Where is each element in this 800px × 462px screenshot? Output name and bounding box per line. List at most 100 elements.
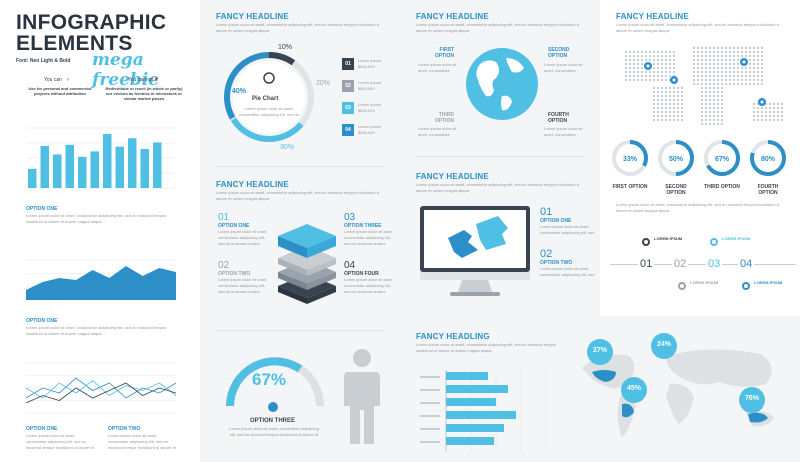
map-dot: [728, 78, 732, 82]
map-dot: [756, 58, 760, 62]
map-dot: [764, 118, 768, 122]
map-dot: [664, 90, 668, 94]
map-dot: [756, 54, 760, 58]
map-dot: [756, 114, 760, 118]
map-dot: [668, 106, 672, 110]
map-dot: [756, 110, 760, 114]
map-dot: [696, 62, 700, 66]
layer-label: OPTION ONE: [218, 223, 250, 229]
map-dot: [672, 86, 676, 90]
bar: [446, 385, 508, 393]
map-dot: [756, 62, 760, 66]
pie-legend-num: 04: [342, 124, 354, 136]
map-dot: [752, 106, 756, 110]
map-dot: [760, 114, 764, 118]
map-pin-center: [760, 100, 764, 104]
map-dot: [636, 66, 640, 70]
map-dot: [716, 90, 720, 94]
map-dot: [760, 62, 764, 66]
map-value-76: 76%: [744, 395, 759, 402]
map-dot: [640, 50, 644, 54]
timeline-lorem-1: LOREM IPSUM: [654, 236, 683, 241]
map-dot: [716, 78, 720, 82]
map-dot: [672, 90, 676, 94]
map-dot: [748, 46, 752, 50]
map-dot: [720, 90, 724, 94]
map-dot: [648, 50, 652, 54]
map-dot: [656, 102, 660, 106]
map-dot: [736, 50, 740, 54]
title-line2: ELEMENTS: [16, 32, 133, 55]
headline-monitor: FANCY HEADLINE: [416, 172, 489, 181]
map-dot: [680, 86, 684, 90]
map-dot: [652, 114, 656, 118]
map-dot: [716, 50, 720, 54]
map-dot: [692, 66, 696, 70]
globe-third-text: Lorem ipsum dolor sit amet, consectetur …: [418, 126, 457, 137]
map-dot: [740, 70, 744, 74]
map-dot: [664, 98, 668, 102]
map-dot: [752, 114, 756, 118]
pie-legend-item: 03 Lorem ipsum $500,000: [342, 102, 398, 124]
map-dot: [720, 74, 724, 78]
map-dot: [660, 102, 664, 106]
map-dot: [652, 50, 656, 54]
bar-tick-label: [420, 428, 440, 430]
map-dot: [736, 74, 740, 78]
timeline-gear-icon-1: [642, 238, 650, 246]
layer-item-04: 04 OPTION FOUR Lorem ipsum dolor sit ame…: [344, 260, 394, 295]
map-dot: [680, 90, 684, 94]
map-dot: [644, 58, 648, 62]
pie-legend: 01 Lorem ipsum $500,000 02 Lorem ipsum $…: [342, 58, 398, 146]
map-dot: [672, 62, 676, 66]
map-dot: [672, 98, 676, 102]
map-dot: [756, 118, 760, 122]
bar: [65, 144, 74, 188]
map-dot: [756, 82, 760, 86]
timeline-gear-icon-3: [678, 282, 686, 290]
map-dot: [740, 54, 744, 58]
map-dot: [700, 98, 704, 102]
map-dot: [700, 74, 704, 78]
pie-pct-40: 40%: [232, 88, 247, 95]
map-dot: [720, 50, 724, 54]
map-bubble-45: [621, 377, 647, 403]
divider: [216, 330, 384, 331]
timeline-lorem-3: LOREM IPSUM: [690, 280, 719, 285]
map-dot: [660, 106, 664, 110]
monitor-icon: [420, 206, 530, 296]
map-dot: [664, 118, 668, 122]
map-dot: [752, 46, 756, 50]
map-dot: [772, 110, 776, 114]
map-dot: [660, 54, 664, 58]
map-dot: [664, 114, 668, 118]
monitor-label: OPTION TWO: [540, 260, 573, 266]
map-dot: [708, 74, 712, 78]
bar: [153, 142, 162, 188]
map-dot: [628, 54, 632, 58]
map-dot: [660, 50, 664, 54]
map-dot: [720, 58, 724, 62]
gear-icon: [263, 72, 275, 84]
pie-legend-num: 02: [342, 80, 354, 92]
monitor-num: 02: [540, 248, 553, 260]
map-dot: [716, 106, 720, 110]
circle-value: 80%: [761, 156, 776, 163]
map-dot: [720, 82, 724, 86]
headline-layers: FANCY HEADLINE: [216, 180, 289, 189]
map-dot: [656, 62, 660, 66]
map-dot: [704, 102, 708, 106]
map-dot: [708, 94, 712, 98]
divider: [216, 166, 384, 167]
australia-highlight: [748, 412, 768, 423]
map-dot: [708, 70, 712, 74]
option-two-label: OPTION TWO: [108, 426, 141, 432]
pie-pct-20: 20%: [316, 80, 331, 87]
map-dot: [756, 74, 760, 78]
map-bubble-76: [739, 387, 765, 413]
map-dot: [636, 62, 640, 66]
map-dot: [720, 114, 724, 118]
map-dot: [672, 110, 676, 114]
map-dot: [668, 114, 672, 118]
map-dot: [700, 50, 704, 54]
